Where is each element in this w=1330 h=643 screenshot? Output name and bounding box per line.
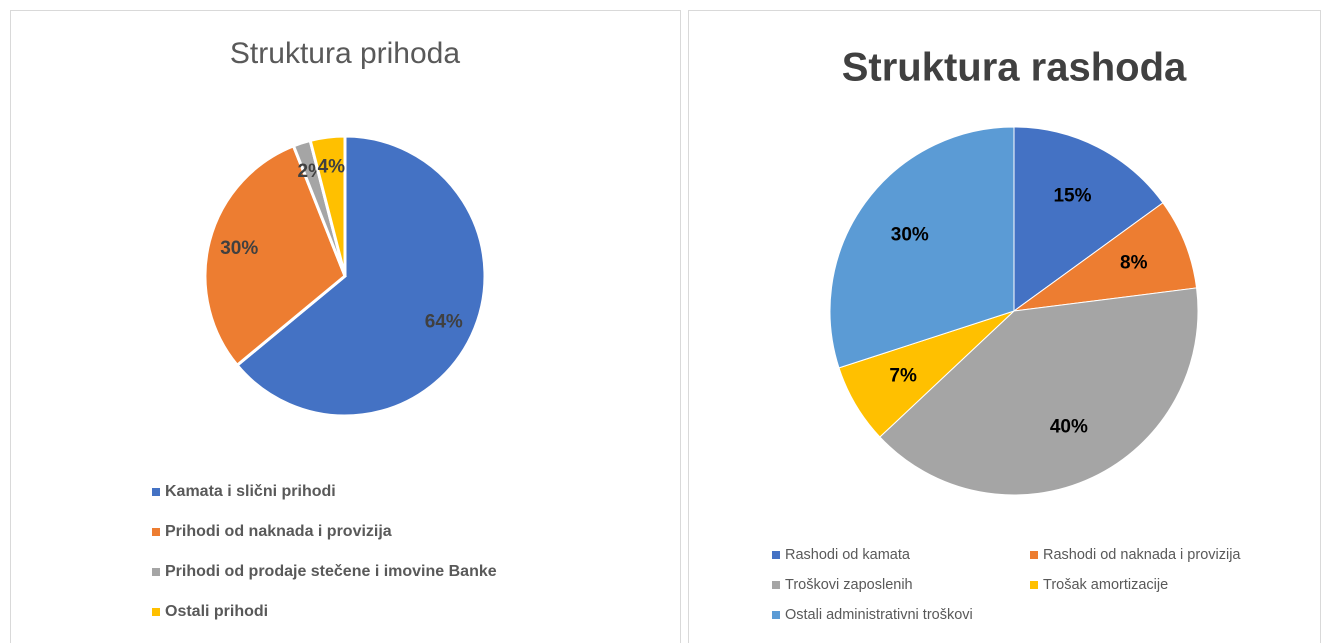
legend-swatch (772, 611, 780, 619)
legend-swatch (772, 551, 780, 559)
data-label: 30% (220, 238, 258, 259)
chart-title: Struktura prihoda (230, 37, 460, 70)
pie-slice (203, 143, 347, 368)
legend-swatch (152, 568, 160, 576)
data-label: 64% (425, 312, 463, 333)
data-label: 40% (1050, 417, 1088, 438)
legend-swatch (772, 581, 780, 589)
pie-slice (879, 287, 1199, 496)
pie-slice (1013, 202, 1198, 312)
pie-slice (1013, 126, 1164, 312)
legend-swatch (152, 528, 160, 536)
data-label: 30% (891, 224, 929, 245)
legend-label: Kamata i slični prihodi (165, 483, 336, 500)
data-label: 15% (1053, 185, 1091, 206)
data-label: 4% (318, 157, 346, 178)
legend-label: Rashodi od kamata (785, 547, 911, 563)
data-label: 7% (889, 366, 917, 387)
legend-label: Troškovi zaposlenih (785, 577, 913, 593)
legend-label: Prihodi od naknada i provizija (165, 523, 392, 540)
legend-swatch (1030, 581, 1038, 589)
chart-title: Struktura rashoda (842, 46, 1187, 90)
legend-swatch (1030, 551, 1038, 559)
pie-slice (235, 134, 487, 418)
data-label: 8% (1120, 253, 1148, 274)
legend-swatch (152, 608, 160, 616)
pie-slice (308, 134, 347, 277)
legend-label: Prihodi od prodaje stečene i imovine Ban… (165, 563, 497, 580)
legend-label: Ostali administrativni troškovi (785, 607, 973, 623)
pie-slice (829, 126, 1015, 369)
legend-label: Rashodi od naknada i provizija (1043, 547, 1241, 563)
legend-label: Ostali prihodi (165, 603, 268, 620)
legend-swatch (152, 488, 160, 496)
legend-label: Trošak amortizacije (1043, 577, 1168, 593)
